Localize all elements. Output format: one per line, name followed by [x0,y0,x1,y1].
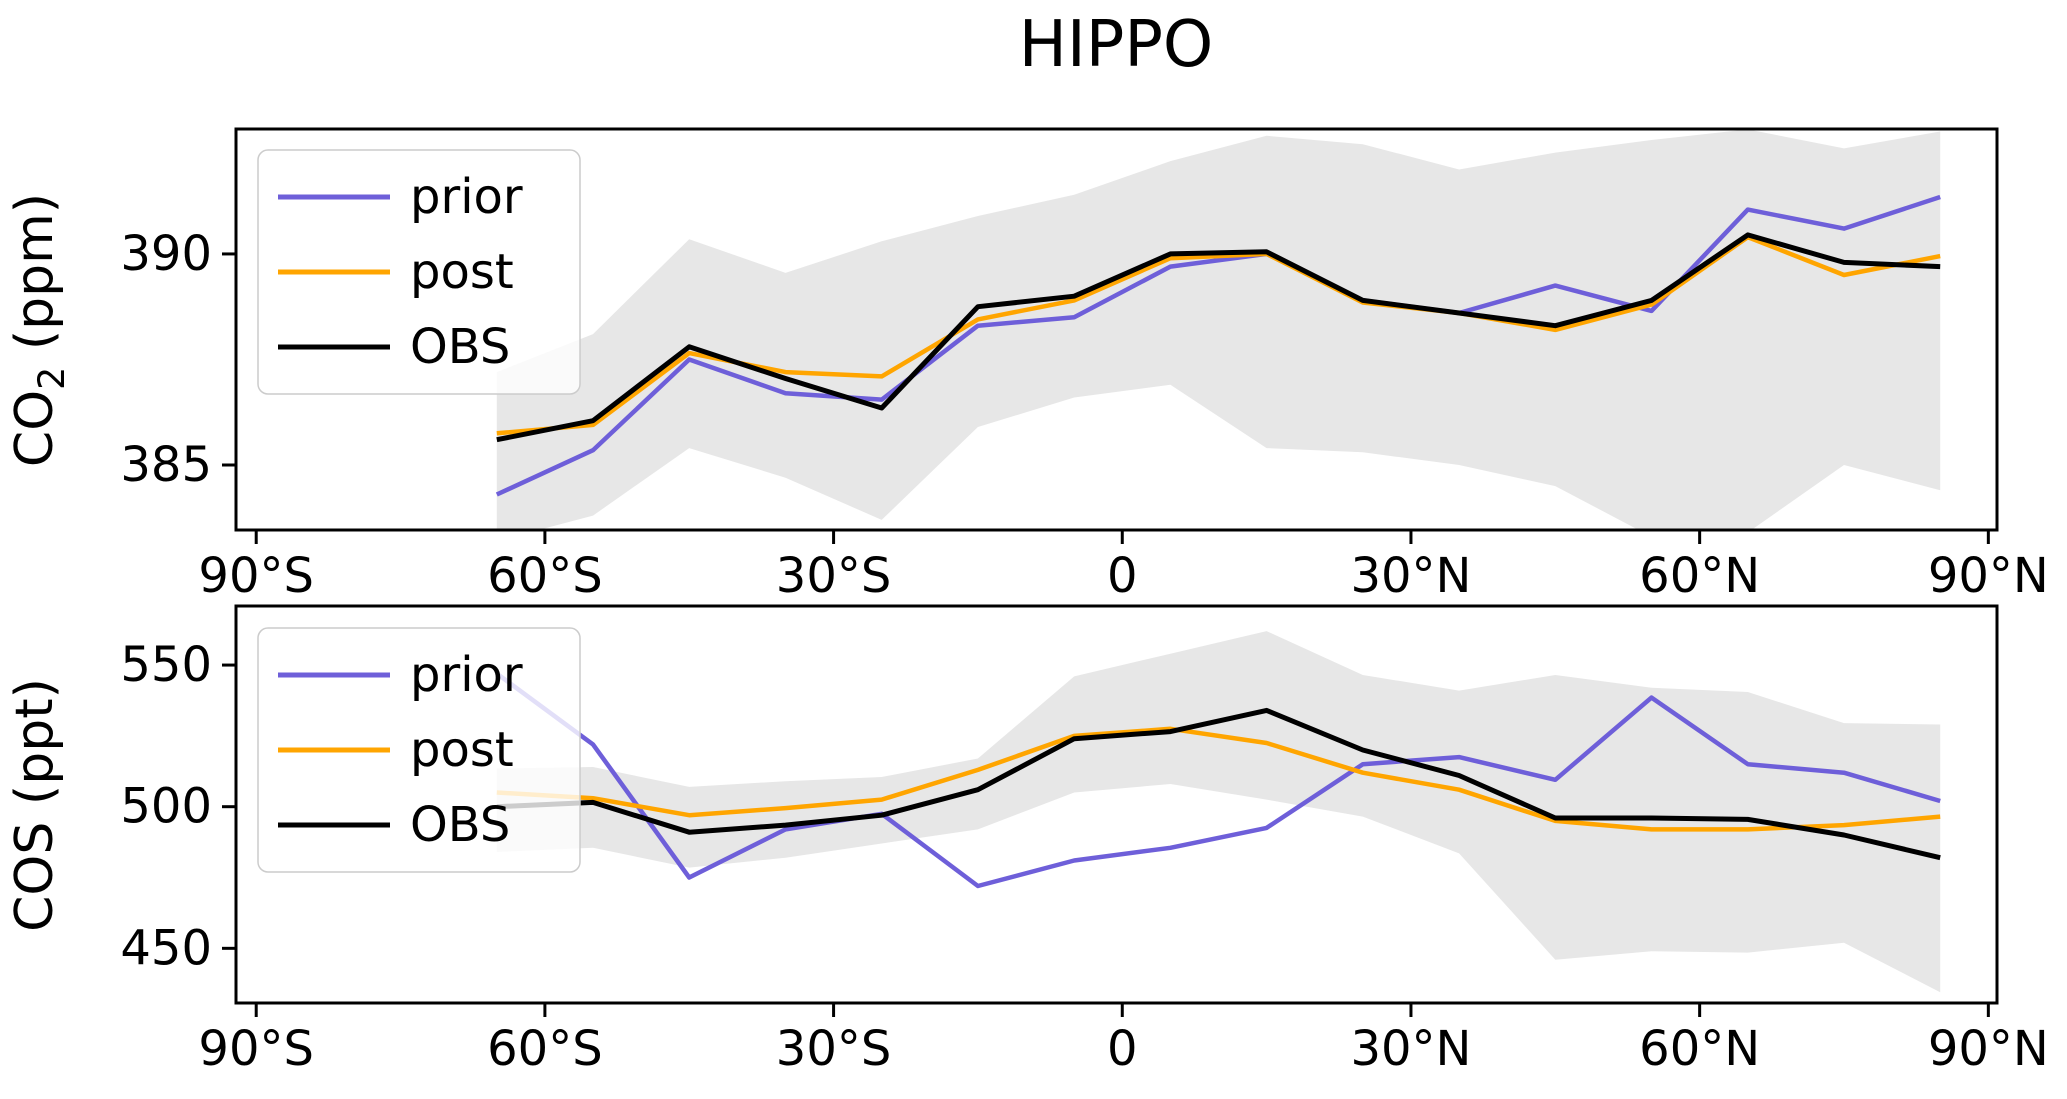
co2-obs-line [496,232,1941,443]
cos-obs-line [496,707,1941,861]
co2-plot-ticks: 90°S 60°S 30°S 0 30°N 60°N 90°N 385 390 [120,226,2048,604]
co2-legend: prior post OBS [257,149,581,395]
legend-frame [257,627,581,873]
legend-label-post: post [410,722,514,778]
y-tick-label: 500 [120,779,212,835]
x-tick-label: 30°S [776,1021,892,1077]
cos-plot-ticks: 90°S 60°S 30°S 0 30°N 60°N 90°N 450 500 550 [120,637,2048,1077]
legend-label-prior: prior [410,647,523,703]
y-tick-label: 390 [120,226,212,282]
x-tick-label: 60°S [487,1021,603,1077]
co2-prior-line [495,194,1941,497]
cos-plot: 90°S 60°S 30°S 0 30°N 60°N 90°N 450 500 550 COS (… [5,604,2049,1077]
x-tick-label: 0 [1107,548,1138,604]
co2-plot: 90°S 60°S 30°S 0 30°N 60°N 90°N 385 390 CO2 (ppm… [5,127,2049,604]
legend-frame [257,149,581,395]
cos-prior-line [495,671,1941,889]
x-tick-label: 30°N [1350,1021,1471,1077]
x-tick-label: 0 [1107,1021,1138,1077]
x-tick-label: 60°N [1639,1021,1760,1077]
cos-legend: prior post OBS [257,627,581,873]
legend-label-prior: prior [410,169,523,225]
x-tick-label: 30°N [1350,548,1471,604]
legend-label-obs: OBS [410,797,510,853]
x-tick-label: 90°N [1928,1021,2049,1077]
co2-plot-frame [234,127,1999,532]
cos-post-line [496,726,1941,832]
x-tick-label: 60°S [487,548,603,604]
x-tick-label: 30°S [776,548,892,604]
x-tick-label: 90°S [198,548,314,604]
co2-y-axis-label: CO2 (ppm) [5,193,73,467]
legend-label-obs: OBS [410,319,510,375]
y-tick-label: 385 [120,437,212,493]
legend-label-post: post [410,244,514,300]
co2-uncertainty-band [496,129,1941,530]
x-tick-label: 90°N [1928,548,2049,604]
y-tick-label: 450 [120,920,212,976]
figure-title: HIPPO [1019,8,1214,82]
cos-y-axis-label: COS (ppt) [5,678,65,932]
y-tick-label: 550 [120,637,212,693]
cos-plot-frame [234,604,1999,1005]
cos-uncertainty-band [496,631,1941,993]
x-tick-label: 60°N [1639,548,1760,604]
x-tick-label: 90°S [198,1021,314,1077]
